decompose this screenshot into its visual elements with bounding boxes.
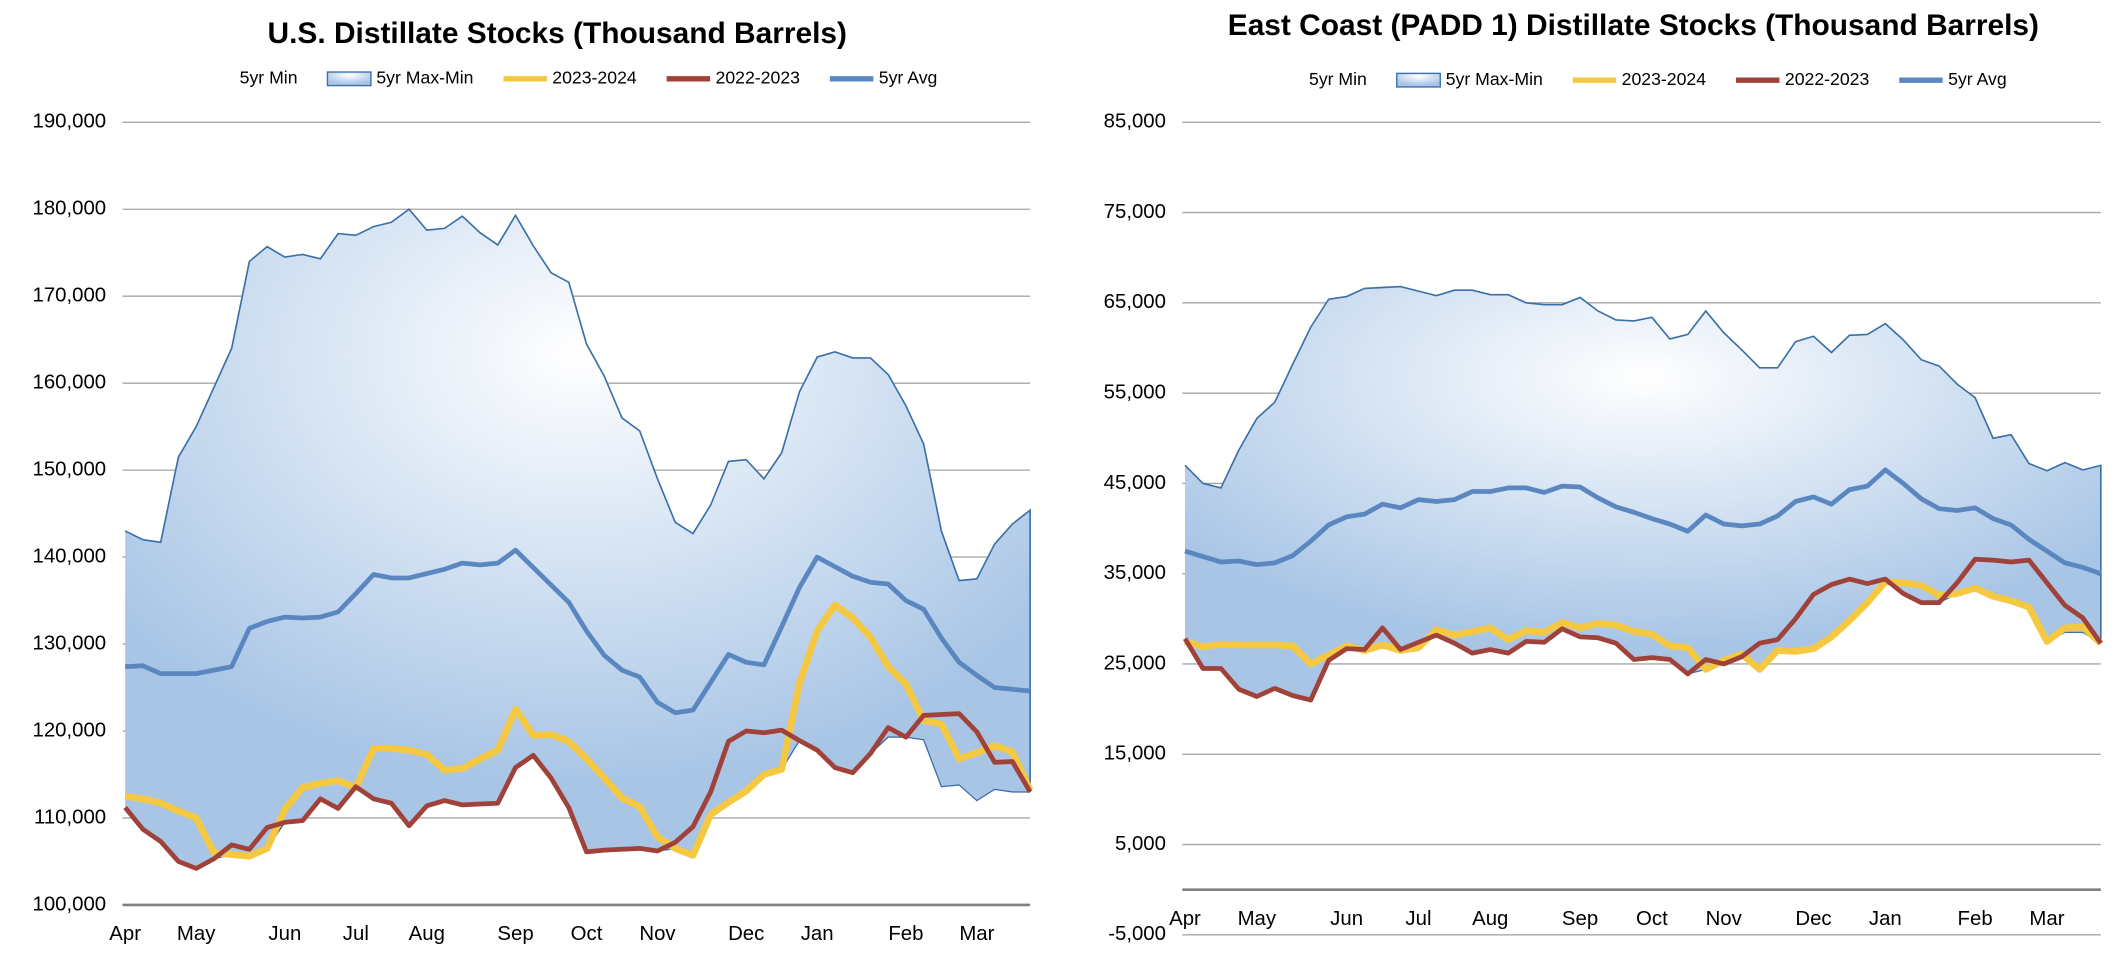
x-tick-label: May (1238, 908, 1277, 930)
x-tick-label: Oct (1636, 908, 1668, 930)
y-tick-label: 140,000 (32, 545, 106, 567)
legend-label: 2023-2024 (552, 67, 637, 87)
x-tick-label: Feb (888, 923, 923, 945)
band-area (1185, 286, 2101, 701)
y-tick-label: 110,000 (34, 806, 106, 828)
x-tick-label: Jan (801, 923, 834, 945)
legend-label: 5yr Avg (879, 67, 938, 87)
series-line (124, 601, 1034, 860)
y-tick-label: 180,000 (32, 198, 106, 220)
x-tick-label: Jul (343, 923, 369, 945)
x-tick-label: Feb (1958, 908, 1993, 930)
y-tick-label: 160,000 (32, 372, 106, 394)
y-tick-label: 150,000 (32, 459, 106, 481)
y-tick-label: 25,000 (1104, 652, 1166, 674)
y-tick-label: 55,000 (1104, 382, 1166, 404)
x-tick-label: Dec (728, 923, 764, 945)
y-tick-label: 5,000 (1115, 833, 1166, 855)
x-tick-label: May (177, 923, 216, 945)
y-tick-label: -5,000 (1108, 923, 1166, 945)
y-tick-label: 35,000 (1104, 562, 1166, 584)
chart-title: East Coast (PADD 1) Distillate Stocks (T… (1228, 9, 2039, 42)
x-tick-label: Sep (497, 923, 533, 945)
x-tick-label: Dec (1795, 908, 1831, 930)
chart-title: U.S. Distillate Stocks (Thousand Barrels… (268, 17, 847, 50)
x-tick-label: Sep (1562, 908, 1598, 930)
legend-swatch (326, 71, 372, 87)
y-tick-label: 120,000 (32, 719, 106, 741)
x-tick-label: Oct (571, 923, 603, 945)
series-line (1182, 556, 2103, 703)
y-tick-label: 130,000 (32, 632, 106, 654)
legend-label: 5yr Max-Min (1446, 69, 1543, 89)
legend-label: 2022-2023 (716, 67, 801, 87)
y-tick-label: 15,000 (1104, 743, 1166, 765)
x-tick-label: Mar (2029, 908, 2064, 930)
x-tick-label: Apr (109, 923, 141, 945)
legend-label: 5yr Max-Min (376, 67, 473, 87)
band-edge (124, 208, 1031, 792)
legend-label: 2023-2024 (1622, 69, 1707, 89)
legend-label: 5yr Min (240, 67, 298, 87)
y-tick-label: 190,000 (32, 111, 106, 133)
y-tick-label: 45,000 (1104, 472, 1166, 494)
band-area (125, 209, 1031, 869)
x-tick-label: Nov (639, 923, 676, 945)
x-tick-label: Aug (409, 923, 445, 945)
x-tick-label: Jun (1330, 908, 1363, 930)
series-line (125, 547, 1031, 716)
y-tick-label: 75,000 (1104, 201, 1166, 223)
legend-swatch (1396, 72, 1441, 88)
y-tick-label: 170,000 (32, 285, 106, 307)
legend-label: 2022-2023 (1785, 69, 1870, 89)
x-tick-label: Jan (1869, 908, 1902, 930)
band-edge (1184, 285, 2102, 644)
x-tick-label: Jun (268, 923, 301, 945)
x-tick-label: Apr (1169, 908, 1201, 930)
legend-label: 5yr Min (1309, 69, 1367, 89)
y-tick-label: 100,000 (32, 893, 106, 915)
legend-label: 5yr Avg (1948, 69, 2007, 89)
x-tick-label: Jul (1405, 908, 1431, 930)
y-tick-label: 85,000 (1104, 111, 1166, 133)
y-tick-label: 65,000 (1104, 291, 1166, 313)
series-line (123, 711, 1033, 871)
x-tick-label: Nov (1706, 908, 1743, 930)
x-tick-label: Aug (1472, 908, 1508, 930)
x-tick-label: Mar (959, 923, 994, 945)
series-line (1184, 467, 2102, 576)
